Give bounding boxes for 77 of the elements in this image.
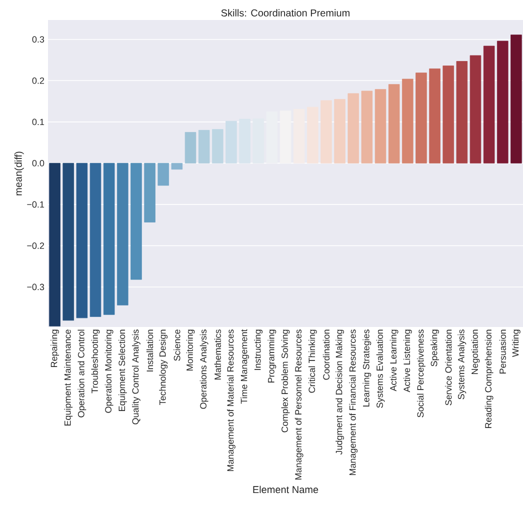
y-tick-label: −0.3 [27, 284, 44, 290]
bar [171, 162, 183, 170]
bar [198, 130, 210, 164]
x-tick-label: Service Orientation [445, 330, 452, 406]
bar [212, 129, 224, 164]
bar [374, 89, 386, 164]
bar [103, 162, 115, 315]
x-tick-label: Technology Design [159, 330, 168, 406]
bar [388, 84, 400, 164]
bar [49, 162, 60, 326]
x-tick-label: Science [174, 330, 180, 361]
bar [429, 68, 440, 164]
x-tick-label: Management of Financial Resources [349, 330, 358, 476]
x-tick-label: Active Listening [403, 330, 412, 392]
y-tick-label: 0.2 [32, 77, 44, 84]
bar [226, 120, 237, 164]
bar [483, 46, 495, 164]
bar [252, 118, 264, 164]
x-tick-label: Coordination [322, 330, 330, 380]
x-tick-label: Troubleshooting [91, 330, 100, 394]
x-tick-label: Monitoring [186, 330, 195, 370]
bar [320, 100, 332, 164]
x-tick-label: Equipment Selection [118, 330, 127, 412]
x-tick-label: Operation Monitoring [104, 330, 114, 413]
bar [456, 61, 468, 164]
x-tick-label: Instructing [254, 330, 263, 370]
x-tick-label: Systems Evaluation [376, 330, 385, 408]
y-tick-label: −0.2 [27, 242, 44, 249]
y-axis-title: mean(diff) [14, 152, 24, 196]
bar [497, 40, 508, 164]
x-tick-label: Persuasion [499, 330, 506, 374]
x-tick-label: Management of Material Resources [227, 330, 236, 472]
bar [361, 90, 373, 164]
y-tick-label: −0.1 [27, 201, 44, 208]
x-tick-label: Time Management [240, 329, 249, 404]
y-tick-label: 0.1 [32, 118, 44, 126]
y-tick-label: 0.3 [32, 36, 44, 43]
x-tick-label: Writing [512, 330, 520, 357]
x-tick-label: Equipment Maintenance [64, 330, 73, 426]
x-tick-label: Systems Analysis [458, 330, 466, 400]
bar [144, 162, 156, 222]
x-tick-label: Active Learning [390, 330, 398, 392]
bar [334, 99, 346, 164]
x-tick-label: Negotiation [471, 330, 480, 374]
chart-title: Skills: Coordination Premium [221, 9, 350, 16]
x-tick-label: Management of Personnel Resources [294, 330, 304, 480]
y-tick-label: 0.0 [32, 160, 44, 166]
bar [184, 132, 196, 164]
bar [239, 118, 250, 164]
bar [90, 162, 102, 317]
bar [470, 55, 482, 164]
x-axis-title: Element Name [253, 486, 318, 494]
x-tick-label: Speaking [430, 330, 439, 366]
bar [76, 162, 88, 318]
bar [442, 66, 454, 164]
bar [510, 34, 522, 164]
x-tick-label: Critical Thinking [308, 330, 317, 393]
bar [307, 106, 318, 164]
bar [130, 162, 142, 280]
x-tick-label: Reading Comprehension [484, 330, 494, 428]
bar [117, 162, 128, 306]
bar [416, 72, 427, 164]
x-tick-label: Social Perceptiveness [417, 330, 426, 418]
x-tick-label: Programming [268, 330, 276, 382]
bar [348, 93, 359, 164]
bar [158, 162, 169, 186]
x-tick-label: Judgment and Decision Making [336, 330, 344, 455]
x-tick-label: Operations Analysis [200, 330, 208, 409]
bar [402, 78, 414, 164]
x-tick-label: Mathematics [214, 330, 221, 380]
x-tick-label: Complex Problem Solving [281, 330, 290, 432]
x-tick-label: Quality Control Analysis [132, 330, 140, 424]
x-tick-label: Operation and Control [78, 330, 86, 418]
bar [62, 162, 74, 321]
x-tick-label: Learning Strategies [362, 330, 372, 407]
x-tick-label: Repairing [50, 330, 59, 367]
x-tick-label: Installation [146, 330, 154, 372]
